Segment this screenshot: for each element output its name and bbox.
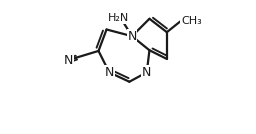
Text: N: N (127, 30, 137, 43)
Text: N: N (142, 66, 152, 79)
Text: CH₃: CH₃ (181, 16, 202, 26)
Text: N: N (104, 66, 114, 79)
Text: H₂N: H₂N (108, 13, 129, 23)
Text: N: N (64, 54, 73, 67)
